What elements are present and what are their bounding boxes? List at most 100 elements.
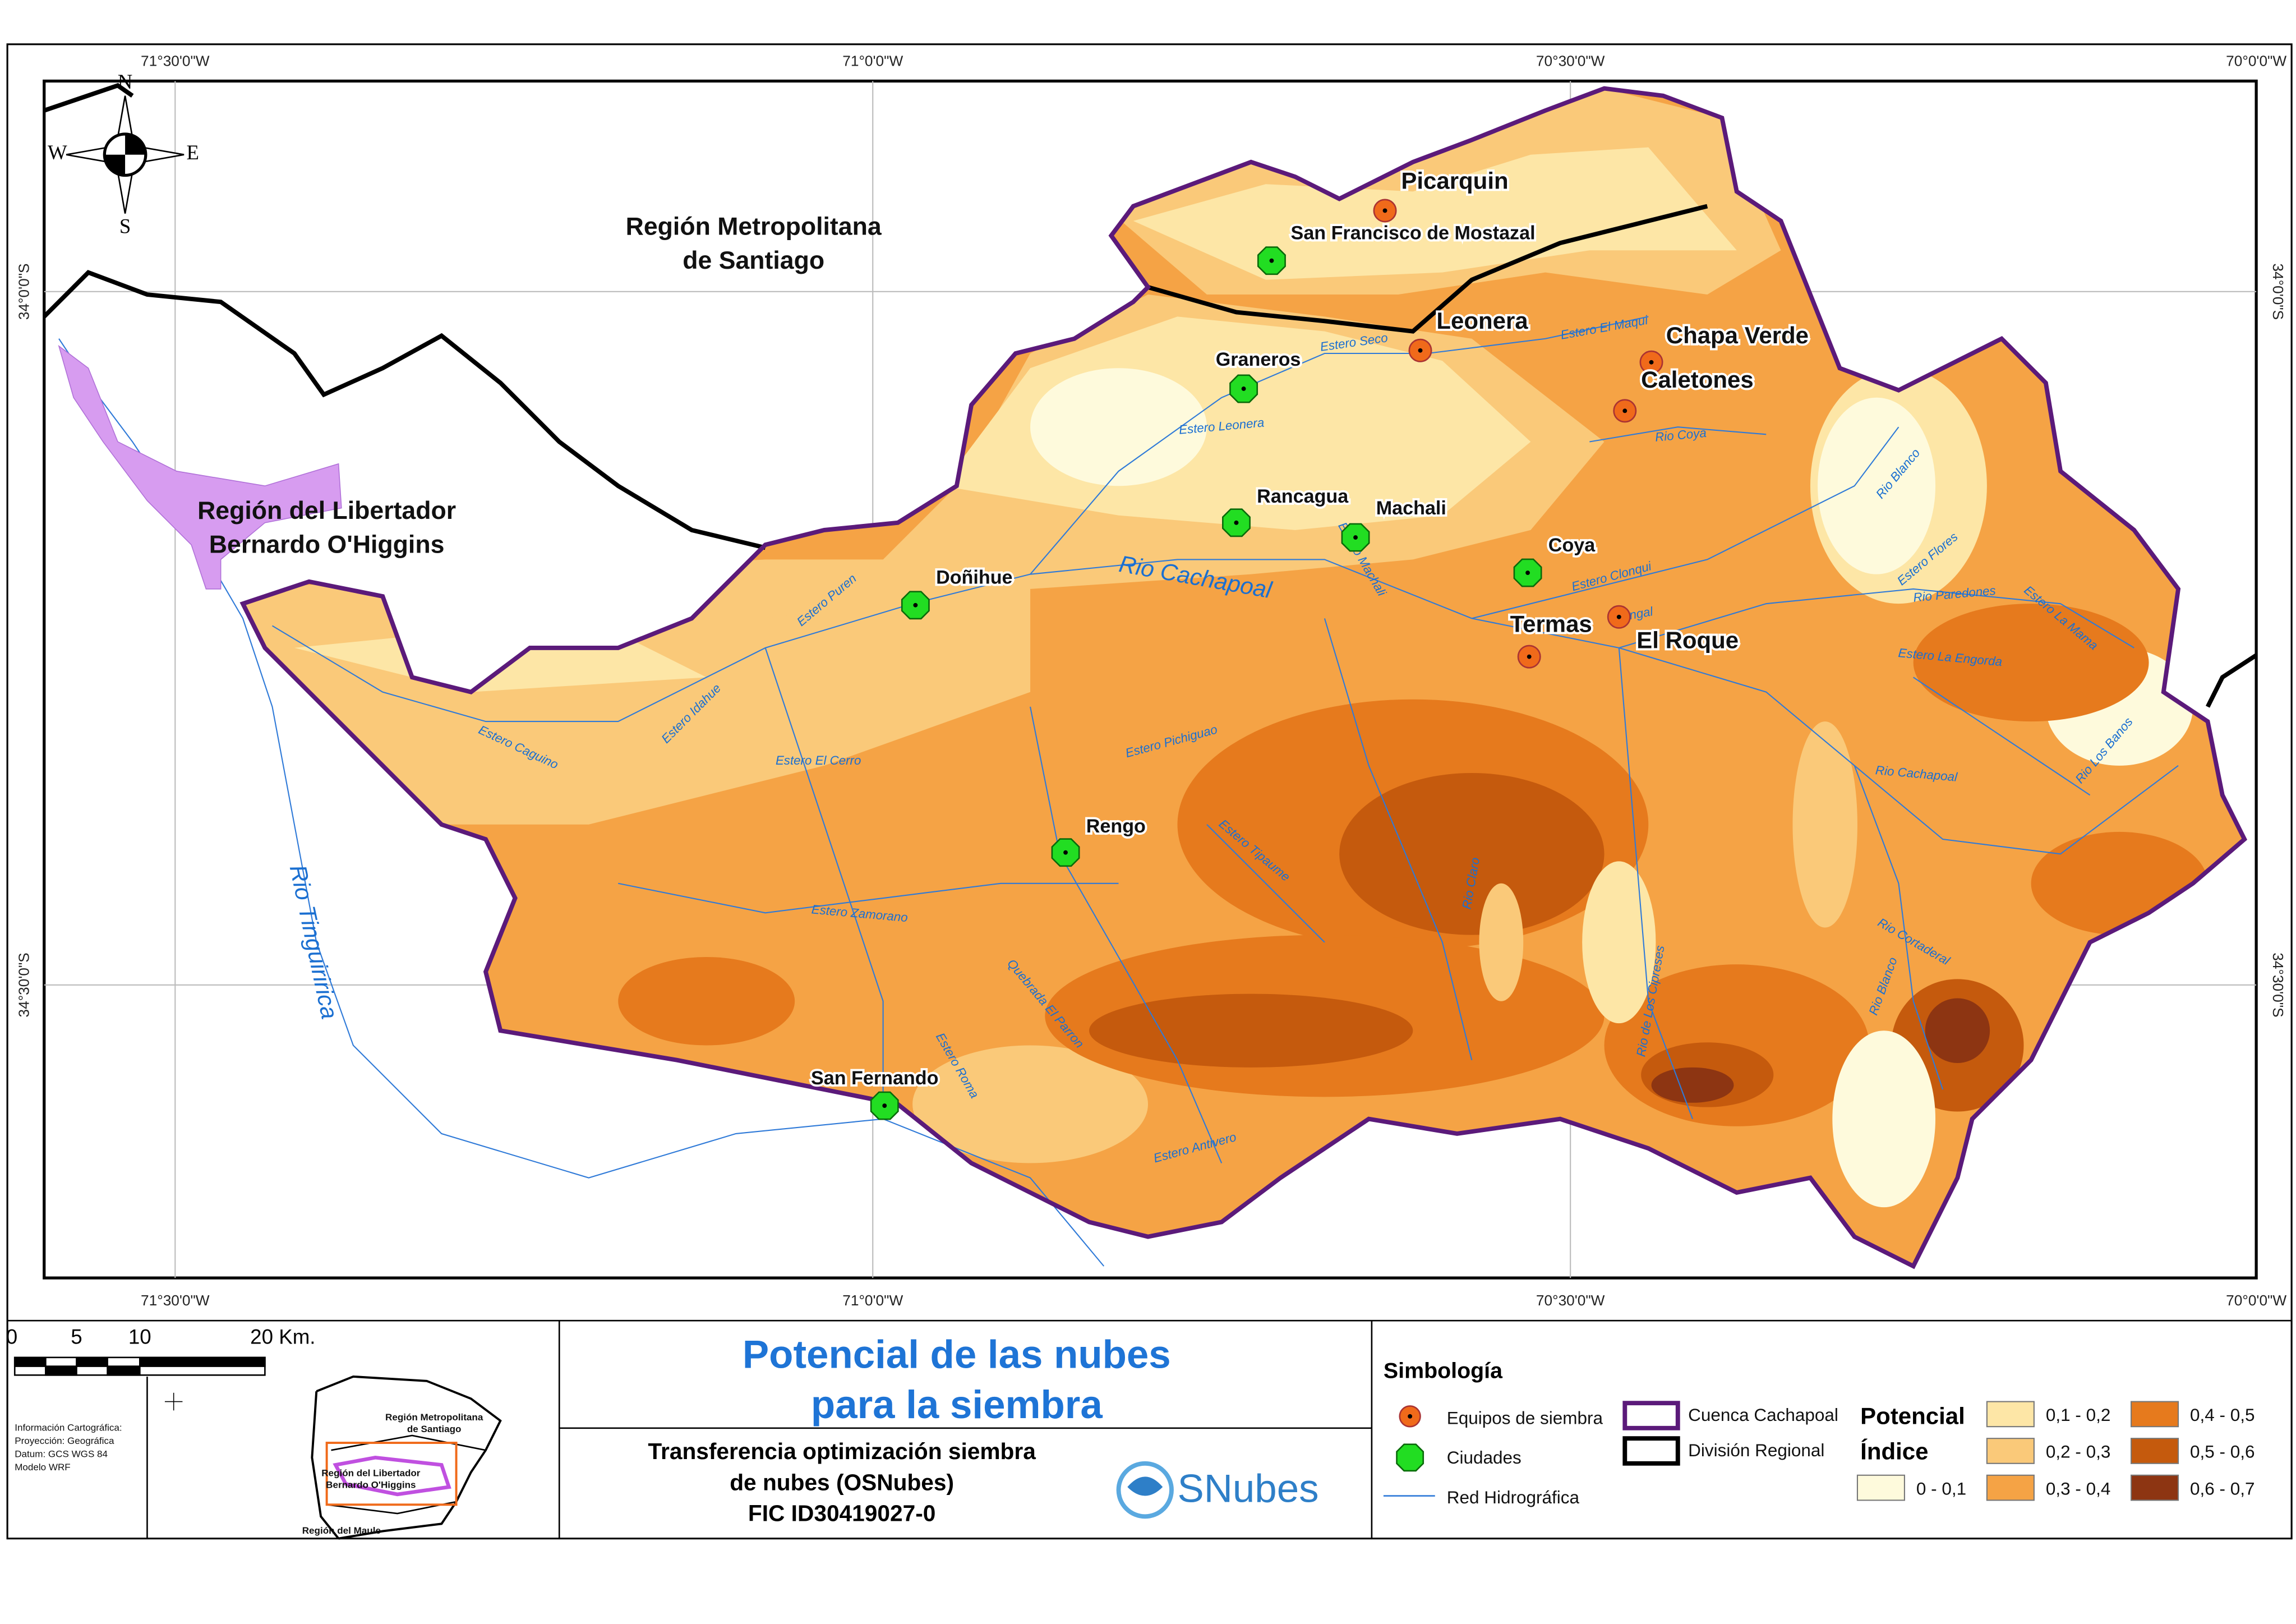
- site-label: Chapa Verde: [1666, 322, 1809, 348]
- compass-s: S: [119, 214, 131, 237]
- site-label: Caletones: [1641, 366, 1754, 393]
- inset-label: Región Metropolitana: [385, 1412, 483, 1423]
- legend-heading: Índice: [1860, 1438, 1928, 1465]
- title: para la siembra: [811, 1383, 1103, 1427]
- legend-swatch: [2131, 1474, 2179, 1501]
- city-marker-dot: [1063, 850, 1068, 855]
- compass-e: E: [187, 141, 199, 164]
- project: Transferencia optimización siembra: [648, 1438, 1036, 1464]
- legend-class-label: 0,3 - 0,4: [2046, 1478, 2111, 1498]
- project: FIC ID30419027-0: [748, 1500, 935, 1526]
- legend-class-label: 0,1 - 0,2: [2046, 1405, 2111, 1425]
- scale-label: 10: [128, 1325, 151, 1348]
- inset-label: de Santiago: [407, 1424, 462, 1434]
- latitude-label: 34°30'0"S: [2270, 953, 2286, 1017]
- city-label: Rancagua: [1257, 486, 1349, 507]
- legend-heading: Potencial: [1860, 1403, 1965, 1429]
- legend-class-label: 0 - 0,1: [1916, 1478, 1966, 1498]
- longitude-label: 71°30'0"W: [141, 52, 210, 69]
- longitude-label: 71°30'0"W: [141, 1292, 210, 1309]
- region-label: Región Metropolitana: [626, 213, 882, 241]
- site-marker-dot: [1418, 348, 1423, 353]
- legend-swatch: [2131, 1401, 2179, 1428]
- longitude-label: 70°30'0"W: [1536, 1292, 1605, 1309]
- site-marker-dot: [1527, 654, 1532, 659]
- legend-label: División Regional: [1688, 1440, 1824, 1460]
- project: de nubes (OSNubes): [730, 1469, 954, 1495]
- compass-w: W: [48, 141, 67, 164]
- river-label: Estero El Cerro: [776, 753, 861, 767]
- latitude-label: 34°30'0"S: [16, 953, 33, 1017]
- legend-swatch: [1856, 1474, 1905, 1501]
- legend-label: Cuenca Cachapoal: [1688, 1405, 1838, 1425]
- legend-label: Ciudades: [1447, 1447, 1522, 1467]
- legend-symbol: [1622, 1401, 1680, 1430]
- city-marker-dot: [1241, 387, 1246, 391]
- scale-bar: [13, 1356, 266, 1376]
- map-info: Proyección: Geográfica: [15, 1436, 114, 1446]
- longitude-label: 70°0'0"W: [2226, 1292, 2286, 1309]
- inset-map: [164, 1375, 502, 1540]
- site-marker-dot: [1382, 208, 1387, 213]
- site-label: Termas: [1510, 611, 1592, 637]
- site-label: El Roque: [1636, 627, 1739, 653]
- site-marker-dot: [1616, 614, 1621, 619]
- region-label: de Santiago: [683, 247, 824, 274]
- logo-icon: [1116, 1461, 1174, 1519]
- legend-class-label: 0,2 - 0,3: [2046, 1442, 2111, 1462]
- latitude-label: 34°0'0"S: [16, 263, 33, 320]
- region-label: Bernardo O'Higgins: [209, 531, 445, 559]
- legend-label: Red Hidrográfica: [1447, 1487, 1580, 1507]
- city-label: Doñihue: [936, 567, 1012, 588]
- bottom-panel: [7, 1319, 2292, 1539]
- region-label: Región del Libertador: [197, 497, 456, 525]
- legend-swatch: [1986, 1438, 2035, 1464]
- legend-swatch: [1986, 1474, 2035, 1501]
- legend-swatch: [1986, 1401, 2035, 1428]
- legend-title: Simbología: [1384, 1358, 1503, 1383]
- site-marker-dot: [1622, 408, 1628, 413]
- legend-swatch: [2131, 1438, 2179, 1464]
- regional-boundaries: [42, 83, 2258, 708]
- longitude-label: 71°0'0"W: [842, 52, 903, 69]
- city-marker-dot: [1269, 258, 1274, 263]
- legend-symbol: [1622, 1436, 1680, 1466]
- legend-symbol: [1408, 1414, 1413, 1419]
- legend-symbol: [1396, 1443, 1424, 1472]
- title: Potencial de las nubes: [743, 1333, 1171, 1377]
- city-marker-dot: [1525, 571, 1530, 575]
- city-label: Rengo: [1086, 816, 1146, 837]
- site-label: Leonera: [1436, 307, 1528, 334]
- longitude-label: 70°0'0"W: [2226, 52, 2286, 69]
- latitude-label: 34°0'0"S: [2270, 263, 2286, 320]
- inset-label: Región del Maule: [302, 1525, 381, 1536]
- longitude-label: 71°0'0"W: [842, 1292, 903, 1309]
- city-marker-dot: [882, 1103, 887, 1108]
- site-label: Picarquin: [1401, 168, 1508, 194]
- city-label: San Fernando: [811, 1068, 938, 1089]
- inset-label: Bernardo O'Higgins: [326, 1480, 416, 1490]
- reservoir: [58, 344, 342, 590]
- north-arrow: N S W E: [48, 70, 199, 237]
- scale-label: 20 Km.: [250, 1325, 315, 1348]
- logo-text: SNubes: [1177, 1466, 1318, 1511]
- legend-class-label: 0,5 - 0,6: [2190, 1442, 2255, 1462]
- city-label: Machali: [1376, 498, 1446, 519]
- legend-class-label: 0,6 - 0,7: [2190, 1478, 2255, 1498]
- site-marker-dot: [1649, 360, 1654, 365]
- city-marker-dot: [1353, 535, 1358, 540]
- legend-class-label: 0,4 - 0,5: [2190, 1405, 2255, 1425]
- city-marker-dot: [1234, 520, 1239, 525]
- city-label: San Francisco de Mostazal: [1291, 222, 1536, 243]
- legend-classes: 0 - 0,1 0,1 - 0,2 0,2 - 0,3 0,3 - 0,4 0,4 - …: [1856, 1401, 2255, 1501]
- city-label: Coya: [1548, 535, 1596, 556]
- compass-n: N: [118, 70, 133, 93]
- scale-label: 5: [71, 1325, 82, 1348]
- legend-label: Equipos de siembra: [1447, 1407, 1603, 1428]
- outer-frame: [6, 43, 2293, 1540]
- inset-label: Región del Libertador: [321, 1468, 421, 1479]
- city-label: Graneros: [1216, 349, 1301, 370]
- longitude-label: 70°30'0"W: [1536, 52, 1605, 69]
- map-info: Datum: GCS WGS 84: [15, 1449, 108, 1460]
